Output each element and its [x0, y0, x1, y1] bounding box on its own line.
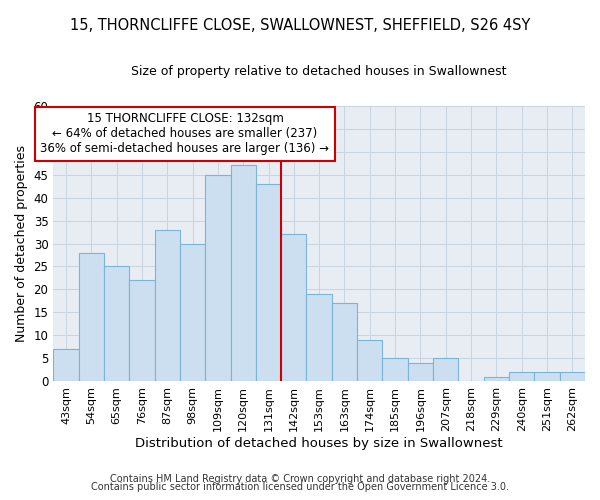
Text: 15 THORNCLIFFE CLOSE: 132sqm
← 64% of detached houses are smaller (237)
36% of s: 15 THORNCLIFFE CLOSE: 132sqm ← 64% of de…: [40, 112, 329, 156]
Bar: [433, 358, 458, 382]
Bar: [307, 294, 332, 382]
Y-axis label: Number of detached properties: Number of detached properties: [15, 145, 28, 342]
Bar: [332, 304, 357, 382]
Bar: [180, 244, 205, 382]
Bar: [484, 377, 509, 382]
Bar: [256, 184, 281, 382]
Bar: [129, 280, 155, 382]
Bar: [79, 252, 104, 382]
Bar: [408, 363, 433, 382]
Bar: [230, 166, 256, 382]
Text: Contains HM Land Registry data © Crown copyright and database right 2024.: Contains HM Land Registry data © Crown c…: [110, 474, 490, 484]
Bar: [205, 174, 230, 382]
Bar: [509, 372, 535, 382]
Text: 15, THORNCLIFFE CLOSE, SWALLOWNEST, SHEFFIELD, S26 4SY: 15, THORNCLIFFE CLOSE, SWALLOWNEST, SHEF…: [70, 18, 530, 32]
Bar: [104, 266, 129, 382]
Bar: [53, 350, 79, 382]
Bar: [382, 358, 408, 382]
Bar: [560, 372, 585, 382]
Title: Size of property relative to detached houses in Swallownest: Size of property relative to detached ho…: [131, 65, 507, 78]
Text: Contains public sector information licensed under the Open Government Licence 3.: Contains public sector information licen…: [91, 482, 509, 492]
Bar: [535, 372, 560, 382]
X-axis label: Distribution of detached houses by size in Swallownest: Distribution of detached houses by size …: [136, 437, 503, 450]
Bar: [357, 340, 382, 382]
Bar: [281, 234, 307, 382]
Bar: [155, 230, 180, 382]
